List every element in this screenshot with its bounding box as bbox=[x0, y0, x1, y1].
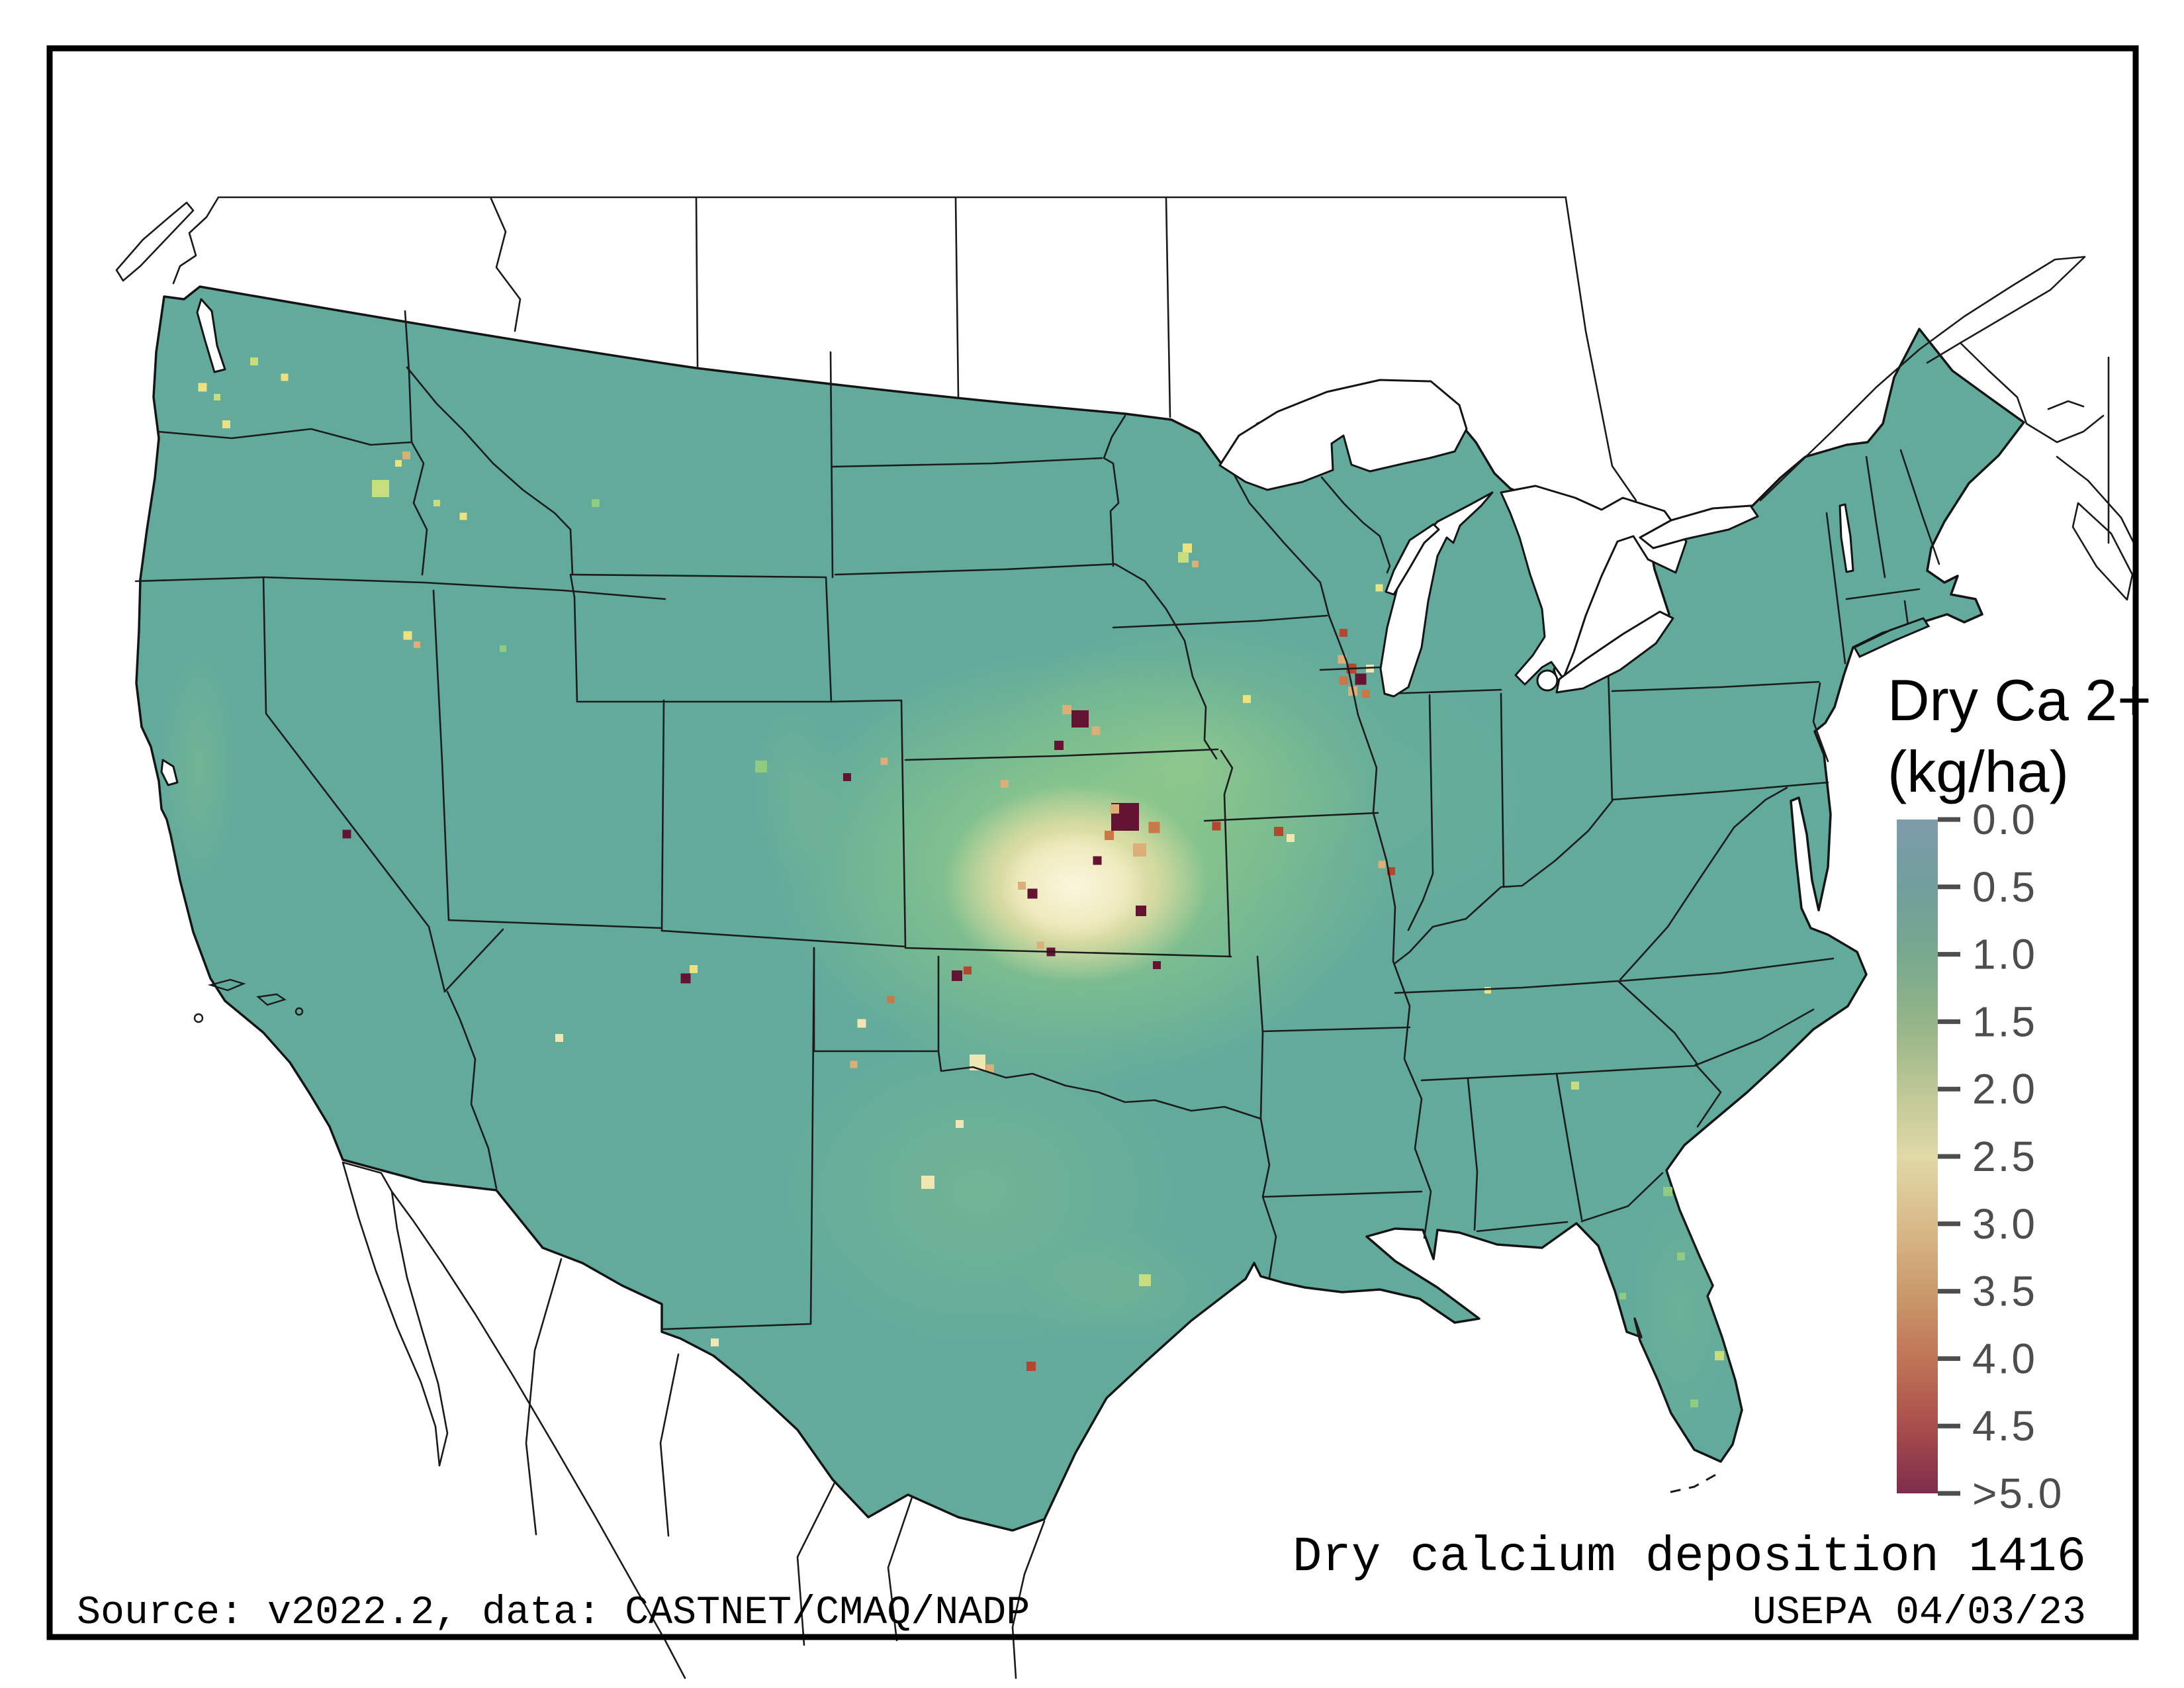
map-speckle bbox=[881, 758, 888, 765]
map-speckle bbox=[1110, 804, 1119, 814]
source-label: Source: v2022.2, data: CASTNET/CMAQ/NADP bbox=[77, 1591, 1030, 1636]
map-speckle bbox=[1153, 961, 1161, 969]
colorbar-tick-label: 3.5 bbox=[1972, 1268, 2037, 1315]
legend-title-line2: (kg/ha) bbox=[1888, 739, 2069, 804]
map-speckle bbox=[372, 480, 389, 497]
map-speckle bbox=[858, 1019, 866, 1028]
map-speckle bbox=[1149, 822, 1160, 833]
map-speckle bbox=[711, 1338, 719, 1346]
map-speckle bbox=[952, 970, 962, 981]
legend-title-line1: Dry Ca 2+ bbox=[1888, 667, 2152, 733]
map-speckle bbox=[956, 1120, 964, 1128]
map-speckle bbox=[1139, 1274, 1151, 1286]
colorbar-tick-label: 0.5 bbox=[1972, 863, 2037, 911]
map-speckle bbox=[1571, 1082, 1579, 1090]
map-speckle bbox=[433, 500, 440, 506]
map-speckle bbox=[1340, 629, 1347, 637]
map-speckle bbox=[402, 451, 410, 459]
map-speckle bbox=[1062, 705, 1071, 714]
colorbar-tick-label: 2.0 bbox=[1972, 1065, 2037, 1113]
map-speckle bbox=[1484, 987, 1491, 994]
map-speckle bbox=[887, 996, 895, 1004]
map-speckle bbox=[1093, 857, 1102, 865]
colorbar-tick-label: 4.0 bbox=[1972, 1335, 2037, 1382]
map-speckle bbox=[1071, 710, 1089, 727]
map-speckle bbox=[1362, 690, 1370, 698]
map-speckle bbox=[1026, 1362, 1036, 1371]
colorbar-tick-label: 1.5 bbox=[1972, 998, 2037, 1045]
colorbar-tick-label: 3.0 bbox=[1972, 1200, 2037, 1248]
map-speckle bbox=[1340, 677, 1348, 685]
agency-date-label: USEPA 04/03/23 bbox=[1752, 1591, 2086, 1636]
map-speckle bbox=[1663, 1187, 1672, 1196]
map-speckle bbox=[1136, 906, 1146, 916]
map-speckle bbox=[1054, 741, 1064, 750]
map-speckle bbox=[1178, 552, 1189, 563]
map-speckle bbox=[214, 394, 220, 400]
colorbar-tick-label: >5.0 bbox=[1972, 1470, 2064, 1517]
map-speckle bbox=[414, 641, 420, 648]
colorbar-tick-label: 0.0 bbox=[1972, 796, 2037, 843]
map-speckle bbox=[555, 1034, 563, 1042]
map-speckle bbox=[1274, 827, 1283, 836]
map-speckle bbox=[592, 499, 600, 507]
map-speckle bbox=[404, 632, 412, 640]
map-speckle bbox=[1001, 780, 1009, 788]
map-speckle bbox=[1619, 1293, 1626, 1299]
colorbar-tick-label: 4.5 bbox=[1972, 1402, 2037, 1450]
map-speckle bbox=[1243, 695, 1251, 703]
map-speckle bbox=[1183, 543, 1192, 553]
map-speckle bbox=[1379, 861, 1386, 868]
map-speckle bbox=[681, 974, 691, 984]
map-speckle bbox=[1133, 843, 1146, 857]
map-speckle bbox=[1028, 889, 1038, 899]
figure-page: Dry Ca 2+ (kg/ha) 0.0 0.5 1.0 1.5 2.0 2.5 3.0 3… bbox=[0, 0, 2184, 1688]
map-speckle bbox=[1690, 1399, 1698, 1407]
map-speckle bbox=[850, 1061, 858, 1068]
lake-st-clair bbox=[1537, 671, 1557, 690]
map-speckle bbox=[1018, 882, 1026, 890]
map-speckle bbox=[343, 830, 351, 839]
map-speckle bbox=[199, 383, 207, 392]
colorbar-tick-label: 1.0 bbox=[1972, 931, 2037, 978]
map-speckle bbox=[1287, 834, 1295, 842]
deposition-hotspot bbox=[748, 695, 841, 880]
map-speckle bbox=[1192, 561, 1199, 567]
map-speckle bbox=[460, 513, 467, 520]
colorbar-tick-label: 2.5 bbox=[1972, 1133, 2037, 1180]
colorbar bbox=[1897, 820, 1938, 1493]
map-speckle bbox=[1105, 831, 1114, 840]
map-speckle bbox=[921, 1176, 934, 1189]
map-speckle bbox=[395, 460, 402, 467]
map-speckle bbox=[1677, 1252, 1685, 1260]
map-speckle bbox=[1037, 942, 1044, 949]
map-speckle bbox=[843, 773, 851, 781]
map-speckle bbox=[281, 374, 289, 381]
map-speckle bbox=[1092, 727, 1101, 735]
map-speckle bbox=[222, 420, 230, 428]
map-speckle bbox=[1376, 585, 1383, 592]
map-speckle bbox=[690, 965, 698, 973]
deposition-map-figure: Dry Ca 2+ (kg/ha) 0.0 0.5 1.0 1.5 2.0 2.5 3.0 3… bbox=[0, 0, 2184, 1688]
map-speckle bbox=[1715, 1351, 1724, 1360]
map-speckle bbox=[755, 761, 767, 773]
map-speckle bbox=[250, 357, 258, 365]
map-speckle bbox=[1212, 822, 1221, 831]
map-speckle bbox=[500, 645, 506, 652]
plot-label: Dry calcium deposition 1416 bbox=[1293, 1530, 2086, 1585]
map-speckle bbox=[964, 966, 972, 974]
map-speckle bbox=[1355, 674, 1367, 685]
